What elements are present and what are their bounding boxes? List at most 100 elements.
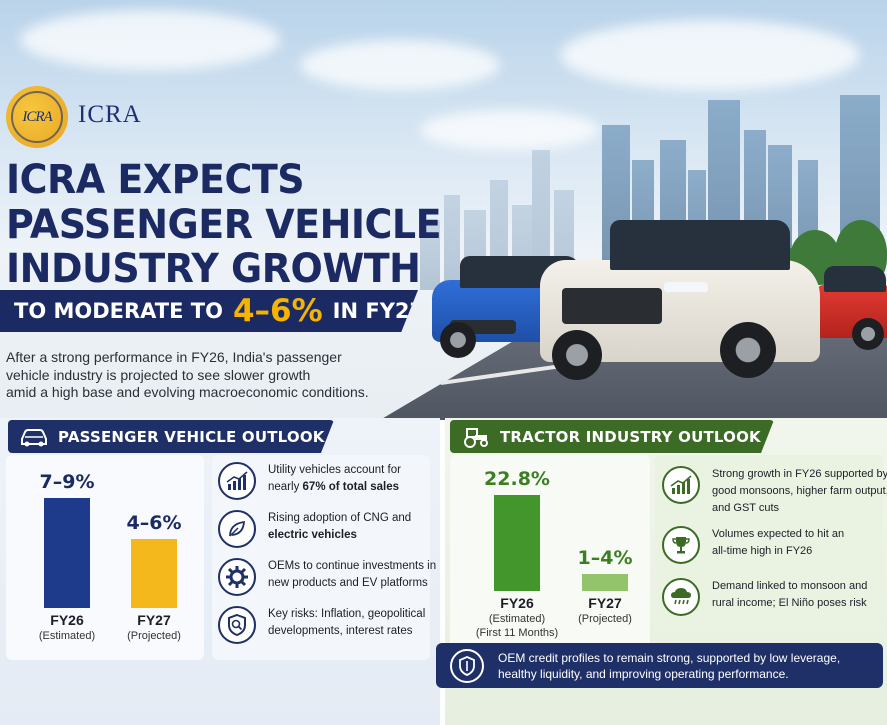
- headline-line-1: ICRA EXPECTS: [6, 156, 305, 203]
- red-car-image: [810, 262, 887, 352]
- shield-icon: [450, 648, 484, 683]
- car-wheel: [440, 322, 476, 358]
- banner-suffix: IN FY27: [332, 299, 425, 323]
- bullet-line: new products and EV platforms: [268, 577, 428, 589]
- bar-chart-icon: [218, 462, 256, 500]
- cloud: [560, 20, 860, 90]
- chart-bar: [582, 574, 628, 591]
- trophy-icon-svg: [672, 537, 690, 554]
- footer-text: OEM credit profiles to remain strong, su…: [498, 650, 840, 682]
- bullet-text-part: nearly: [268, 481, 303, 493]
- banner-highlight: 4–6%: [232, 293, 323, 329]
- gear-icon: [218, 558, 256, 596]
- car-wheel: [720, 322, 776, 378]
- bullet-line: Strong growth in FY26 supported by: [712, 468, 887, 480]
- chart-value-label: 7–9%: [39, 471, 95, 493]
- bullet-line: and GST cuts: [712, 502, 780, 514]
- tractor-header-title: TRACTOR INDUSTRY OUTLOOK: [500, 427, 761, 446]
- rain-cloud-icon-svg: [671, 588, 691, 605]
- shield-icon-svg: [459, 655, 475, 676]
- car-icon-svg: [21, 428, 47, 446]
- white-suv-image: [540, 212, 820, 382]
- rain-cloud-icon: [662, 578, 700, 616]
- building: [532, 150, 550, 290]
- chart-category-label: FY27: [588, 595, 622, 611]
- chart-category-note: (Estimated): [38, 630, 96, 642]
- bullet-line: Key risks: Inflation, geopolitical: [268, 608, 426, 620]
- passenger-bullet: Rising adoption of CNG and electric vehi…: [218, 510, 411, 548]
- chart-category-note: (Projected): [127, 630, 181, 642]
- icra-logo: ICRA: [6, 86, 68, 148]
- chart-value-label: 1–4%: [577, 547, 633, 569]
- tractor-bullet: Strong growth in FY26 supported by good …: [662, 466, 887, 517]
- chart-category-label: FY26: [50, 612, 84, 628]
- gear-icon-svg: [226, 566, 248, 588]
- chart-category-note: (Projected): [578, 613, 632, 625]
- chart-bar: [494, 495, 540, 591]
- chart-bar: [131, 539, 177, 608]
- passenger-header-title: PASSENGER VEHICLE OUTLOOK: [58, 427, 325, 446]
- bullet-line: Volumes expected to hit an: [712, 528, 845, 540]
- bullet-line: nearly 67% of total sales: [268, 479, 401, 496]
- bullet-emphasis: electric vehicles: [268, 529, 357, 541]
- bar-chart-icon-svg: [670, 475, 692, 494]
- bullet-line: Rising adoption of CNG and: [268, 512, 412, 524]
- shield-search-icon-svg: [228, 613, 246, 637]
- bullet-text: Rising adoption of CNG and electric vehi…: [268, 510, 411, 544]
- cloud: [300, 40, 500, 90]
- bullet-line: rural income; El Niño poses risk: [712, 597, 867, 609]
- headline-line-3: INDUSTRY GROWTH: [6, 245, 421, 292]
- building: [420, 220, 440, 290]
- bullet-line: Utility vehicles account for: [268, 464, 401, 476]
- footer-banner: OEM credit profiles to remain strong, su…: [436, 643, 883, 688]
- building: [444, 195, 460, 290]
- tractor-header: TRACTOR INDUSTRY OUTLOOK: [450, 420, 774, 453]
- intro-line: amid a high base and evolving macroecono…: [6, 384, 369, 400]
- car-windshield: [824, 266, 886, 292]
- logo-ring: [11, 91, 63, 143]
- chart-category-label: FY27: [137, 612, 171, 628]
- intro-line: vehicle industry is projected to see slo…: [6, 366, 311, 383]
- bullet-emphasis: 67% of total sales: [302, 481, 400, 493]
- car-wheel: [852, 318, 884, 350]
- bullet-line: OEMs to continue investments in: [268, 560, 437, 572]
- shield-search-icon: [218, 606, 256, 644]
- passenger-bullet: OEMs to continue investments in new prod…: [218, 558, 436, 596]
- chart-category-note: (First 11 Months): [475, 627, 559, 639]
- car-windshield: [610, 220, 790, 270]
- tractor-icon-svg: [464, 427, 488, 448]
- footer-line: healthy liquidity, and improving operati…: [498, 666, 789, 681]
- car-grille: [562, 288, 662, 324]
- intro-paragraph: After a strong performance in FY26, Indi…: [6, 349, 406, 402]
- tractor-icon: [460, 425, 492, 449]
- bullet-text: OEMs to continue investments in new prod…: [268, 558, 436, 592]
- passenger-bullet: Utility vehicles account for nearly 67% …: [218, 462, 401, 500]
- car-icon: [18, 425, 50, 449]
- chart-value-label: 22.8%: [484, 468, 550, 490]
- bullet-line: developments, interest rates: [268, 625, 413, 637]
- bar-chart-icon-svg: [226, 471, 248, 490]
- intro-line: After a strong performance in FY26, Indi…: [6, 349, 342, 365]
- chart-category-label: FY26: [500, 595, 534, 611]
- leaf-plug-icon: [218, 510, 256, 548]
- tractor-chart: [450, 455, 650, 670]
- chart-value-label: 4–6%: [126, 512, 182, 534]
- bullet-text: Strong growth in FY26 supported by good …: [712, 466, 887, 517]
- passenger-bullet: Key risks: Inflation, geopolitical devel…: [218, 606, 425, 644]
- trophy-icon: [662, 526, 700, 564]
- banner-prefix: TO MODERATE TO: [14, 299, 223, 323]
- bullet-text: Volumes expected to hit an all-time high…: [712, 526, 844, 560]
- bullet-line: all-time high in FY26: [712, 545, 813, 557]
- chart-category-note: (Estimated): [488, 613, 546, 625]
- tractor-bullet: Demand linked to monsoon and rural incom…: [662, 578, 867, 616]
- cloud: [20, 10, 280, 70]
- headline-line-2: PASSENGER VEHICLE: [6, 201, 442, 248]
- leaf-plug-icon-svg: [229, 520, 245, 537]
- bullet-line: good monsoons, higher farm output,: [712, 485, 887, 497]
- brand-name: ICRA: [78, 101, 142, 128]
- bullet-text: Key risks: Inflation, geopolitical devel…: [268, 606, 425, 640]
- tractor-bullet: Volumes expected to hit an all-time high…: [662, 526, 844, 564]
- bullet-line: electric vehicles: [268, 527, 411, 544]
- bullet-line: Demand linked to monsoon and: [712, 580, 868, 592]
